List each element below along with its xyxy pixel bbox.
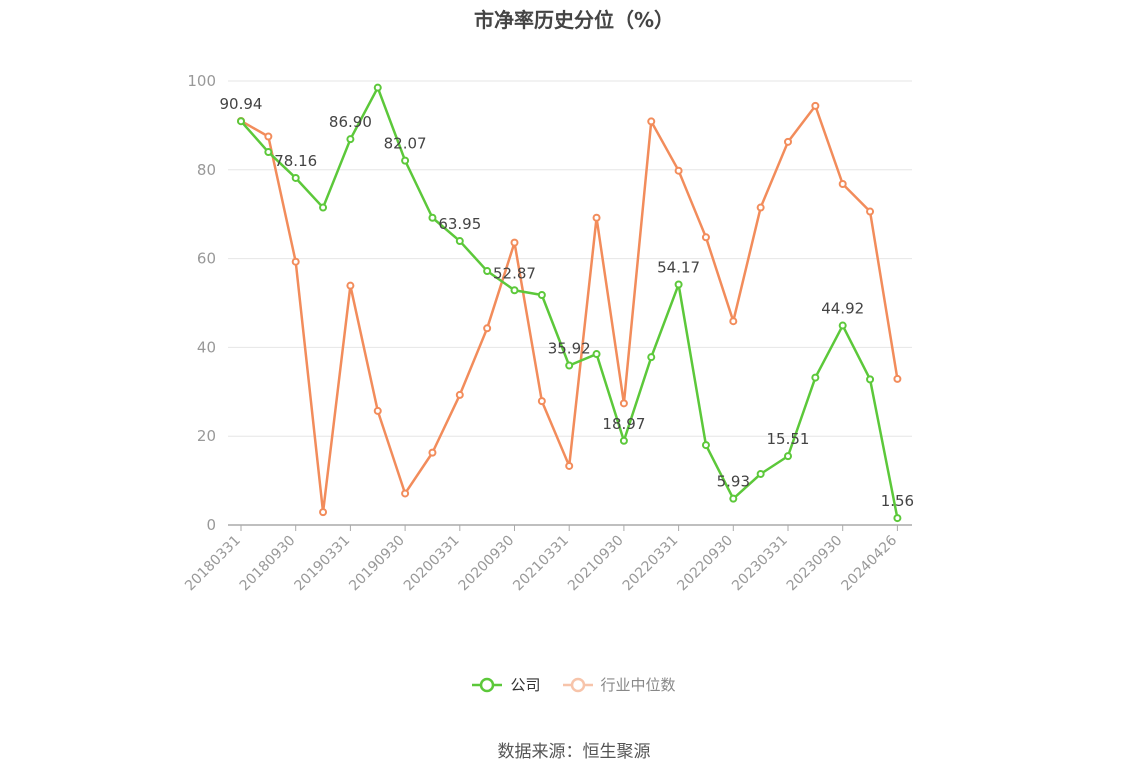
- legend-item-industry[interactable]: 行业中位数: [562, 674, 676, 695]
- data-point: [619, 399, 628, 408]
- data-point: [264, 132, 273, 141]
- legend-label-company: 公司: [510, 676, 541, 694]
- x-tick-label: 20190930: [346, 533, 408, 595]
- data-point: [811, 101, 820, 110]
- data-point: [592, 350, 601, 359]
- legend-company-marker-icon: [472, 677, 503, 692]
- data-label: 5.93: [717, 473, 750, 491]
- series-line: [240, 86, 899, 519]
- x-tick-label: 20220930: [674, 533, 736, 595]
- data-point: [674, 166, 683, 175]
- data-label: 1.56: [881, 492, 914, 510]
- data-label: 35.92: [548, 340, 591, 358]
- data-point: [319, 508, 328, 517]
- data-point: [537, 397, 546, 406]
- data-point: [647, 117, 656, 126]
- data-point: [319, 203, 328, 212]
- data-point: [647, 353, 656, 362]
- data-label: 15.51: [767, 430, 810, 448]
- x-tick-label: 20230331: [729, 533, 791, 595]
- x-tick-label: 20200930: [456, 533, 518, 595]
- data-label: 63.95: [438, 215, 481, 233]
- data-point: [428, 448, 437, 457]
- data-label: 82.07: [384, 135, 427, 153]
- legend-label-industry: 行业中位数: [600, 676, 676, 694]
- data-point: [838, 321, 847, 330]
- x-tick-label: 20180331: [182, 533, 244, 595]
- legend-industry-marker-icon: [562, 677, 593, 692]
- x-tick-label: 20210930: [565, 533, 627, 595]
- data-point: [401, 489, 410, 498]
- data-point: [701, 441, 710, 450]
- data-point: [756, 469, 765, 478]
- data-point: [811, 373, 820, 382]
- x-tick-label: 20180930: [237, 533, 299, 595]
- x-tick-label: 20230930: [784, 533, 846, 595]
- data-point: [373, 83, 382, 92]
- data-point: [483, 267, 492, 276]
- x-tick-label: 20200331: [401, 533, 463, 595]
- data-label: 90.94: [220, 95, 263, 113]
- data-point: [729, 494, 738, 503]
- data-point: [866, 375, 875, 384]
- data-point: [784, 137, 792, 146]
- data-point: [674, 280, 683, 289]
- data-point: [483, 324, 492, 333]
- data-point: [756, 203, 765, 212]
- chart-title: 市净率历史分位（%）: [473, 8, 675, 32]
- data-label: 44.92: [821, 300, 864, 318]
- y-tick-label: 60: [197, 250, 216, 268]
- data-label: 18.97: [602, 415, 645, 433]
- chart-legend: 公司 行业中位数: [0, 674, 1148, 695]
- data-label: 78.16: [274, 152, 317, 170]
- x-tick-label: 20220331: [620, 533, 682, 595]
- data-point: [401, 156, 410, 165]
- data-point: [428, 213, 437, 222]
- data-point: [346, 135, 355, 144]
- data-point: [510, 286, 519, 295]
- legend-item-company[interactable]: 公司: [472, 674, 541, 695]
- data-source-note: 数据来源：恒生聚源: [497, 742, 651, 762]
- line-chart: 0 20 40 60 80 100 2018033120180930201903312019…: [182, 72, 914, 595]
- data-point: [291, 173, 300, 182]
- data-point: [893, 514, 902, 523]
- y-tick-label: 80: [197, 161, 216, 179]
- data-point: [264, 148, 273, 157]
- x-tick-label: 20210331: [510, 533, 572, 595]
- data-point: [701, 233, 710, 242]
- data-point: [455, 237, 464, 246]
- data-point: [838, 180, 847, 189]
- y-tick-label: 40: [197, 338, 216, 356]
- y-tick-label: 20: [197, 427, 216, 445]
- x-tick-label: 20240426: [839, 532, 901, 594]
- data-point: [565, 461, 574, 470]
- data-point: [291, 257, 300, 266]
- data-point: [866, 207, 875, 216]
- data-label: 86.90: [329, 113, 372, 131]
- data-point: [237, 117, 245, 126]
- data-label: 54.17: [657, 258, 700, 276]
- data-point: [893, 374, 902, 383]
- y-tick-label: 100: [187, 72, 216, 90]
- data-point: [565, 361, 574, 370]
- data-label: 52.87: [493, 264, 536, 282]
- data-point: [784, 452, 792, 461]
- data-point: [619, 436, 628, 445]
- data-point: [510, 238, 519, 247]
- data-point: [729, 317, 738, 326]
- y-tick-label: 0: [206, 516, 216, 534]
- data-point: [592, 213, 601, 222]
- data-point: [537, 291, 546, 300]
- data-point: [455, 390, 464, 399]
- data-point: [346, 281, 355, 290]
- data-point: [373, 406, 382, 415]
- x-tick-label: 20190331: [292, 533, 354, 595]
